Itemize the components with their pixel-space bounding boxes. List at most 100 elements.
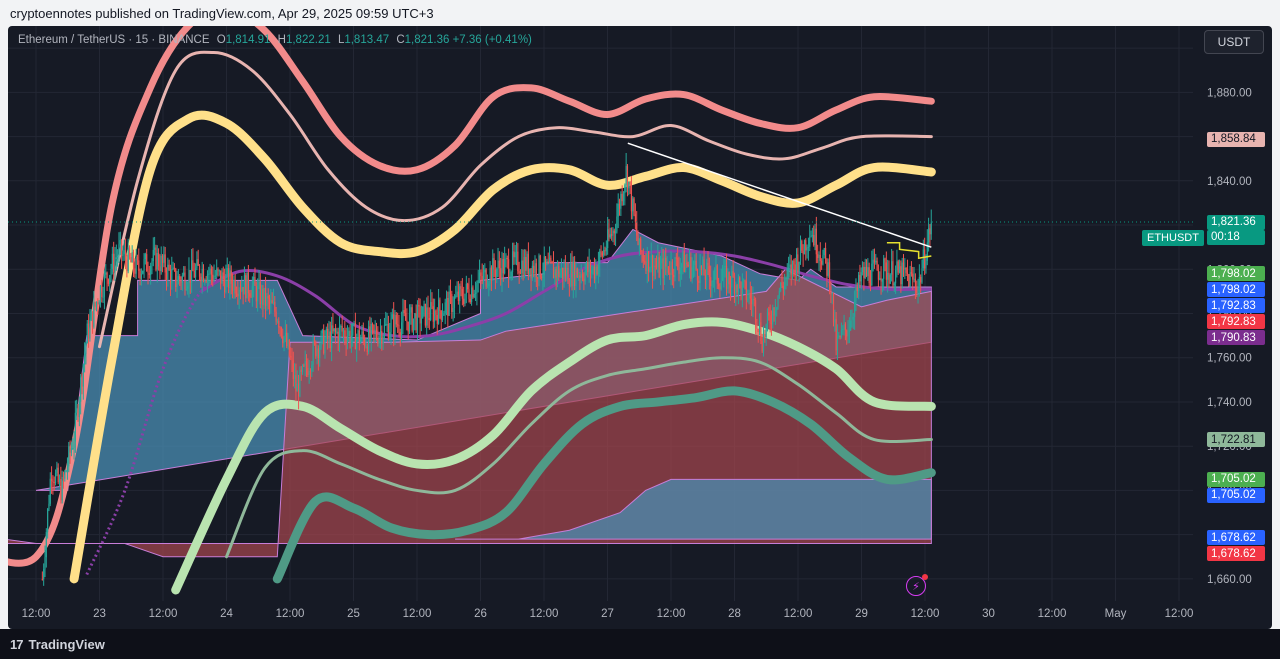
candle bbox=[745, 281, 747, 300]
candle bbox=[739, 277, 741, 283]
candle bbox=[138, 260, 140, 271]
candle bbox=[542, 274, 544, 278]
candle bbox=[175, 268, 177, 288]
candle bbox=[403, 310, 405, 314]
candle bbox=[679, 267, 681, 274]
candle bbox=[485, 269, 487, 287]
legend-close-label: C bbox=[396, 34, 405, 46]
candle bbox=[154, 247, 156, 250]
candle bbox=[390, 318, 392, 333]
candle bbox=[671, 261, 673, 275]
candle bbox=[909, 272, 911, 287]
candle bbox=[741, 281, 743, 297]
candle bbox=[480, 272, 482, 277]
candle bbox=[361, 331, 363, 339]
candle bbox=[353, 323, 355, 325]
candle bbox=[259, 281, 261, 305]
candle bbox=[84, 353, 86, 365]
candle bbox=[894, 270, 897, 284]
candle bbox=[765, 324, 767, 338]
candle bbox=[486, 286, 489, 288]
candle bbox=[261, 289, 263, 305]
candle bbox=[167, 264, 169, 280]
candle bbox=[473, 293, 475, 298]
candle bbox=[731, 271, 733, 288]
currency-button[interactable]: USDT bbox=[1204, 30, 1264, 54]
candle bbox=[143, 259, 145, 271]
candle bbox=[630, 184, 633, 212]
lightning-icon[interactable]: ⚡ bbox=[906, 574, 928, 596]
candle bbox=[356, 337, 358, 350]
candle bbox=[76, 408, 78, 413]
candle bbox=[616, 216, 618, 232]
candle bbox=[835, 319, 837, 351]
candle bbox=[283, 336, 285, 344]
candle bbox=[717, 283, 720, 287]
candle bbox=[505, 257, 507, 259]
candle bbox=[324, 338, 326, 354]
candle bbox=[230, 270, 232, 284]
chart-frame[interactable]: 12:00 23 12:00 24 12:00 25 12:00 26 12:00 27 12:00… bbox=[8, 26, 1272, 629]
candle bbox=[865, 266, 868, 276]
candle bbox=[70, 448, 73, 453]
candle bbox=[120, 240, 123, 256]
candle bbox=[563, 267, 565, 279]
candle bbox=[925, 260, 927, 269]
candle bbox=[879, 278, 881, 280]
candle bbox=[196, 259, 198, 269]
price-tag: 1,722.81 bbox=[1207, 432, 1265, 448]
candle bbox=[93, 302, 95, 327]
candle bbox=[585, 262, 588, 271]
candle bbox=[706, 262, 708, 281]
candle bbox=[229, 270, 231, 289]
candle bbox=[567, 268, 569, 284]
candle bbox=[391, 314, 393, 319]
candle bbox=[263, 287, 265, 306]
candle bbox=[297, 383, 300, 397]
candle bbox=[846, 330, 848, 337]
candle bbox=[205, 280, 207, 282]
candle bbox=[662, 258, 664, 279]
symbol-tag: ETHUSDT bbox=[1142, 230, 1204, 246]
candle bbox=[684, 262, 687, 272]
candle bbox=[169, 269, 172, 284]
candle bbox=[830, 286, 832, 295]
candle bbox=[534, 263, 536, 274]
candle bbox=[699, 265, 701, 284]
candle bbox=[848, 330, 850, 332]
candle bbox=[465, 283, 467, 294]
candle bbox=[66, 466, 69, 472]
candle bbox=[389, 332, 391, 340]
candle bbox=[238, 290, 240, 297]
candle bbox=[482, 272, 485, 280]
candle bbox=[815, 228, 817, 255]
price-chart[interactable]: 12:00 23 12:00 24 12:00 25 12:00 26 12:00 27 12:00… bbox=[8, 26, 1272, 629]
candle bbox=[250, 296, 252, 298]
candle bbox=[233, 279, 235, 291]
candle bbox=[768, 312, 770, 316]
candle bbox=[469, 298, 471, 302]
candle bbox=[560, 267, 563, 273]
candle bbox=[665, 257, 667, 267]
candle bbox=[53, 482, 55, 484]
footer-brand[interactable]: TradingView bbox=[28, 636, 105, 652]
candle bbox=[173, 267, 176, 269]
candle bbox=[634, 214, 636, 222]
candle bbox=[647, 251, 650, 272]
candle bbox=[268, 298, 271, 304]
candle bbox=[642, 254, 644, 262]
candle bbox=[381, 330, 383, 344]
candle bbox=[350, 335, 353, 344]
candle bbox=[472, 287, 474, 298]
candle bbox=[214, 275, 216, 277]
candle bbox=[221, 272, 223, 284]
candle bbox=[562, 267, 564, 279]
candle bbox=[101, 286, 103, 297]
candle bbox=[373, 325, 375, 331]
candle bbox=[352, 323, 354, 336]
candle bbox=[737, 277, 740, 293]
candle bbox=[305, 361, 308, 369]
candle bbox=[575, 268, 577, 286]
candle bbox=[435, 310, 437, 315]
candle bbox=[402, 310, 404, 323]
